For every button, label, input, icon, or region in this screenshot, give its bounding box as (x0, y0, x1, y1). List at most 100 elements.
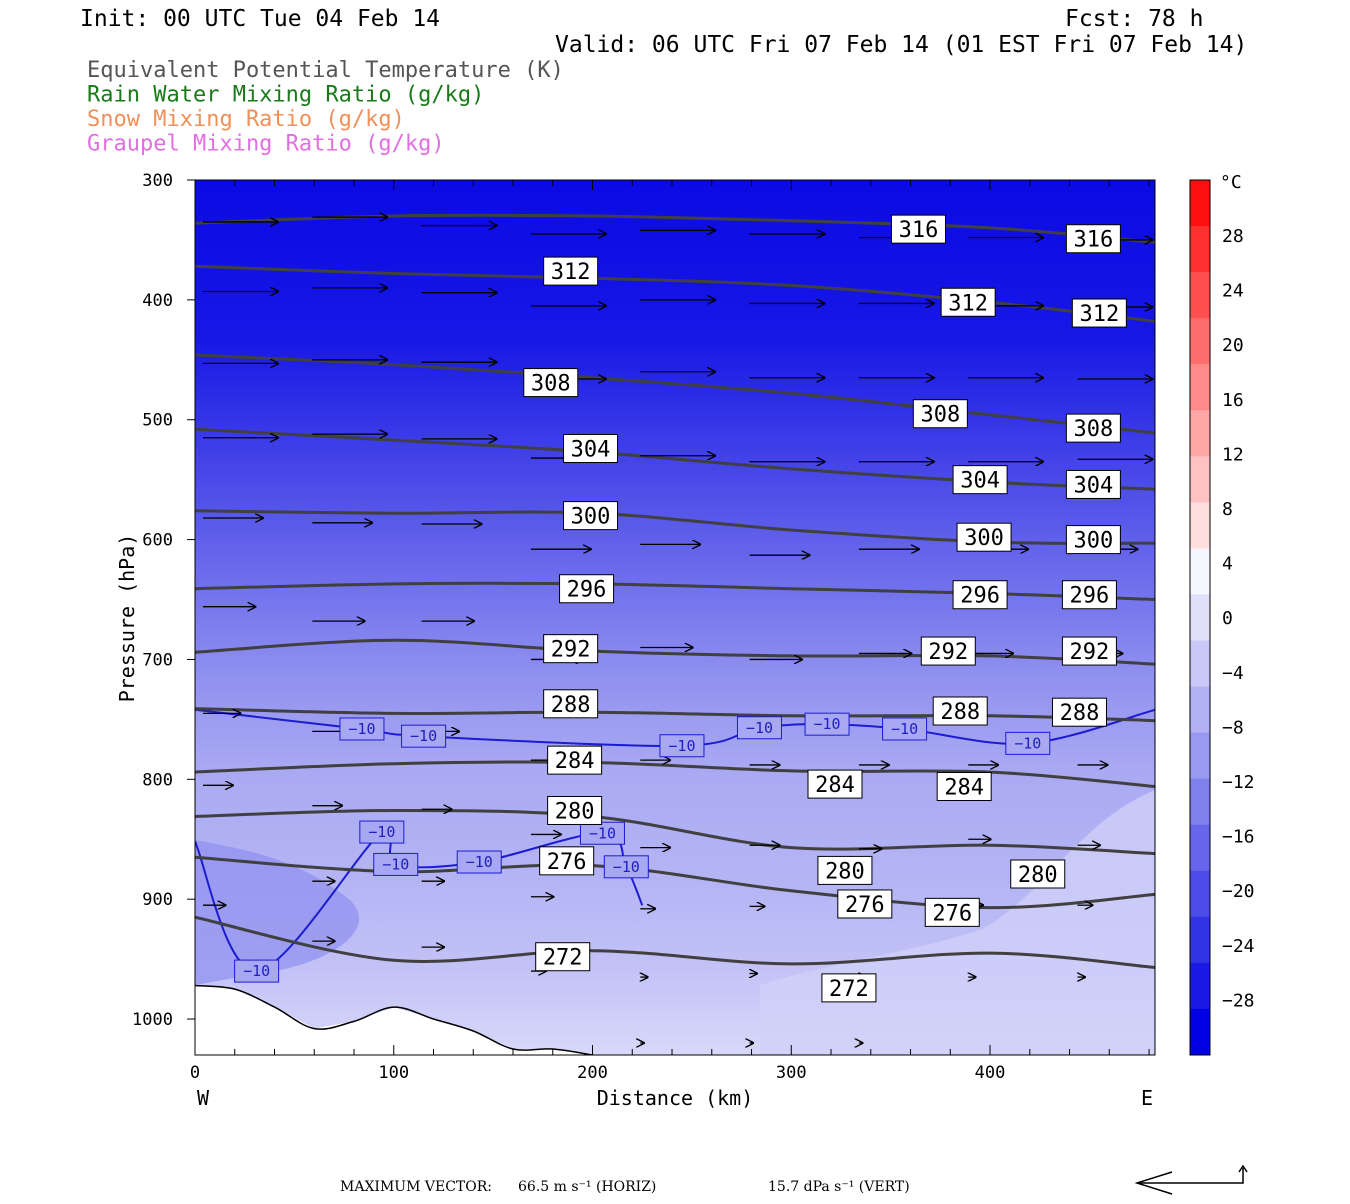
contour-label: 276 (547, 850, 587, 875)
max-vector-horiz: 66.5 m s⁻¹ (HORIZ) (518, 1179, 656, 1195)
colorbar-swatch (1190, 686, 1210, 734)
forecast-hour: Fcst: 78 h (1065, 6, 1203, 32)
temperature-label-box (456, 850, 502, 874)
x-tick-label: 300 (776, 1063, 807, 1083)
contour-label-box (1051, 697, 1107, 727)
contour-label: 292 (1070, 640, 1110, 665)
contour-label: 284 (815, 773, 855, 798)
contour-label-box (1065, 525, 1121, 555)
colorbar-swatch (1190, 870, 1210, 918)
contour-label: 316 (899, 218, 939, 243)
x-tick-label: 200 (577, 1063, 608, 1083)
colorbar-swatch (1190, 594, 1210, 642)
contour-label: 276 (932, 901, 972, 926)
temperature-label: −10 (891, 720, 918, 738)
contour-label-box (563, 433, 619, 463)
contour-label-box (956, 522, 1012, 552)
contour-label: 272 (829, 977, 869, 1002)
plot-area: −10 −10−10−10 −10 −10−10−10−10 −10−10−10−10 … (194, 179, 1156, 1056)
plot-frame (194, 179, 1156, 1056)
x-tick-label: 100 (378, 1063, 409, 1083)
colorbar-tick-label: −8 (1222, 717, 1244, 738)
contour-label: 288 (551, 693, 591, 718)
colorbar-swatch (1190, 824, 1210, 872)
y-axis-label: Pressure (hPa) (115, 534, 139, 703)
terrain-line (195, 984, 593, 1055)
contour-label: 292 (551, 638, 591, 663)
east-label: E (1141, 1086, 1153, 1110)
axes: 300 400 500 600 700 800 900 1000 0 100 200 300 400 (132, 171, 1150, 1083)
colorbar-tick-label: 24 (1222, 281, 1244, 302)
terrain-mask (195, 985, 1155, 1055)
contour-label: 296 (1070, 584, 1110, 609)
contour-label-box (837, 889, 893, 919)
temperature-label-box (401, 724, 447, 748)
contour-label-box (1010, 859, 1066, 889)
colorbar-swatch (1190, 732, 1210, 780)
max-vector-label: MAXIMUM VECTOR: (340, 1179, 492, 1195)
colorbar-swatch (1190, 272, 1210, 319)
colorbar-tick-label: 8 (1222, 499, 1233, 520)
temperature-label-box (736, 716, 782, 740)
contour-label: 280 (555, 799, 595, 824)
contour-label: 280 (1018, 863, 1058, 888)
colorbar-swatch (1190, 410, 1210, 457)
colorbar-tick-label: 0 (1222, 608, 1233, 629)
temperature-label-box (373, 852, 419, 876)
colorbar-tick-label: −12 (1222, 772, 1255, 793)
temperature-label: −10 (746, 719, 773, 737)
theta-e-line-308 (195, 353, 1155, 435)
contour-label-box (807, 769, 863, 799)
contour-label: 284 (944, 776, 984, 801)
contour-label-box (543, 256, 599, 286)
legend-entry: Graupel Mixing Ratio (g/kg) (87, 132, 445, 157)
contour-label: 300 (571, 505, 611, 530)
theta-e-line-280 (195, 808, 1155, 856)
colorbar-tick-label: 4 (1222, 554, 1233, 575)
colorbar-swatch (1190, 548, 1210, 595)
temperature-label: −10 (348, 720, 375, 738)
contour-label: 316 (1074, 228, 1114, 253)
contour-label-box (539, 846, 595, 876)
valid-time: Valid: 06 UTC Fri 07 Feb 14 (01 EST Fri … (555, 32, 1247, 58)
contour-label: 304 (1074, 473, 1114, 498)
contour-label: 308 (920, 403, 960, 428)
colorbar-swatch (1190, 778, 1210, 826)
contour-label: 288 (940, 700, 980, 725)
contour-label-box (936, 772, 992, 802)
theta-e-line-288 (195, 707, 1155, 723)
contour-label-box (952, 580, 1008, 610)
y-tick-label: 500 (142, 411, 173, 431)
temperature-label: −10 (368, 823, 395, 841)
temperature-label-box (1005, 731, 1051, 755)
colorbar-tick-label: 16 (1222, 390, 1244, 411)
colorbar-tick-label: 20 (1222, 335, 1244, 356)
contour-label-box (547, 745, 603, 775)
temperature-label: −10 (589, 824, 616, 842)
colorbar-swatch (1190, 456, 1210, 503)
temperature-label-box (579, 821, 625, 845)
contour-label: 312 (1079, 302, 1119, 327)
temperature-label: −10 (668, 737, 695, 755)
theta-e-line-276 (195, 855, 1155, 910)
temperature-label-box (882, 717, 928, 741)
contour-label-box (1071, 298, 1127, 328)
colorbar-swatch (1190, 1008, 1210, 1056)
legend-entry: Equivalent Potential Temperature (K) (87, 58, 564, 83)
y-tick-label: 300 (142, 171, 173, 191)
colorbar-frame (1189, 179, 1211, 1056)
contour-label: 312 (948, 291, 988, 316)
y-tick-label: 800 (142, 770, 173, 790)
temperature-label: −10 (382, 855, 409, 873)
x-tick-label: 400 (975, 1063, 1006, 1083)
colorbar-tick-label: −28 (1222, 990, 1255, 1011)
colorbar-unit: °C (1220, 172, 1242, 193)
contour-label: 272 (543, 946, 583, 971)
temperature-label-box (339, 717, 385, 741)
colorbar: 28 24 20 16 12 8 4 0 −4 −8 −12 −16 −20 −24 −28 (1189, 179, 1255, 1056)
y-tick-label: 1000 (132, 1010, 173, 1030)
temperature-label-box (804, 712, 850, 736)
contour-label-box (890, 214, 946, 244)
colorbar-tick-label: −20 (1222, 881, 1255, 902)
contour-label-box (563, 501, 619, 531)
